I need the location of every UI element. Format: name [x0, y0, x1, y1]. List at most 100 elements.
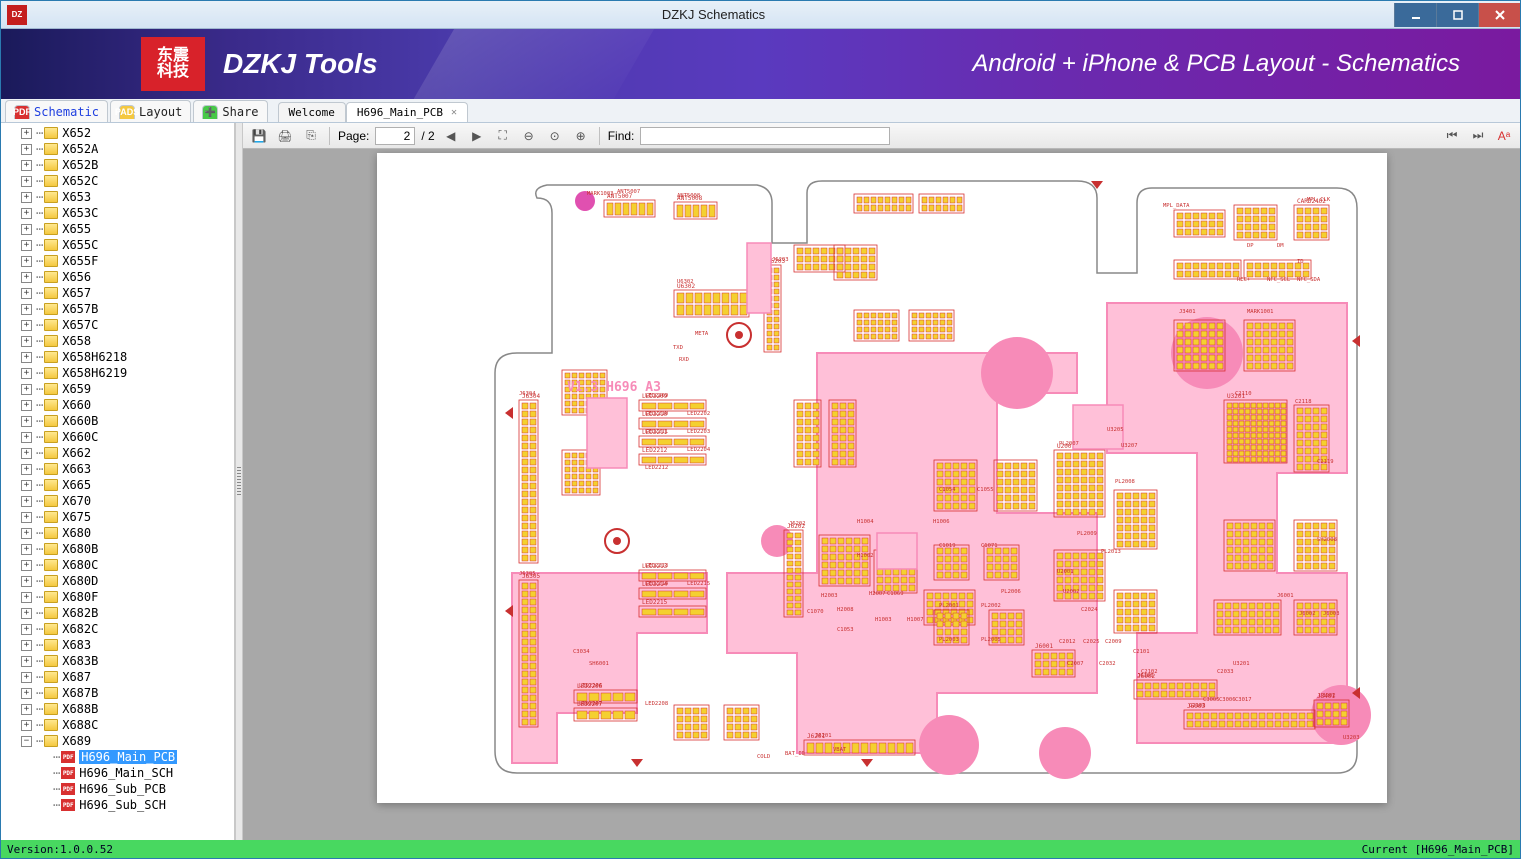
tree-folder[interactable]: ⋯X663 — [1, 461, 234, 477]
tree-folder[interactable]: ⋯X683 — [1, 637, 234, 653]
expand-icon[interactable] — [21, 464, 32, 475]
tree-folder[interactable]: ⋯X687B — [1, 685, 234, 701]
tree-folder[interactable]: ⋯X683B — [1, 653, 234, 669]
tree-file[interactable]: ⋯PDFH696_Main_SCH — [1, 765, 234, 781]
tree-folder[interactable]: ⋯X658H6219 — [1, 365, 234, 381]
tree-folder[interactable]: ⋯X675 — [1, 509, 234, 525]
main-tab-schematic[interactable]: PDFSchematic — [5, 100, 108, 122]
expand-icon[interactable] — [21, 720, 32, 731]
fit-page-icon[interactable]: ⛶ — [493, 126, 513, 146]
expand-icon[interactable] — [21, 144, 32, 155]
tree-folder[interactable]: ⋯X657B — [1, 301, 234, 317]
expand-icon[interactable] — [21, 448, 32, 459]
tree-file[interactable]: ⋯PDFH696_Sub_PCB — [1, 781, 234, 797]
zoom-reset-icon[interactable]: ⊙ — [545, 126, 565, 146]
expand-icon[interactable] — [21, 640, 32, 651]
tree-file[interactable]: ⋯PDFH696_Main_PCB — [1, 749, 234, 765]
tree-folder[interactable]: ⋯X688B — [1, 701, 234, 717]
expand-icon[interactable] — [21, 128, 32, 139]
prev-page-icon[interactable]: ◀ — [441, 126, 461, 146]
tree-folder[interactable]: ⋯X657 — [1, 285, 234, 301]
zoom-out-icon[interactable]: ⊖ — [519, 126, 539, 146]
tree-sidebar[interactable]: ⋯X652⋯X652A⋯X652B⋯X652C⋯X653⋯X653C⋯X655⋯… — [1, 123, 235, 840]
expand-icon[interactable] — [21, 624, 32, 635]
tree-folder[interactable]: ⋯X652 — [1, 125, 234, 141]
tree-folder[interactable]: ⋯X687 — [1, 669, 234, 685]
tree-folder[interactable]: ⋯X680D — [1, 573, 234, 589]
tree-folder[interactable]: ⋯X658 — [1, 333, 234, 349]
splitter[interactable] — [235, 123, 243, 840]
tree-folder[interactable]: ⋯X660C — [1, 429, 234, 445]
expand-icon[interactable] — [21, 160, 32, 171]
expand-icon[interactable] — [21, 400, 32, 411]
tree-folder[interactable]: ⋯X653 — [1, 189, 234, 205]
find-input[interactable] — [640, 127, 890, 145]
expand-icon[interactable] — [21, 560, 32, 571]
tree-folder[interactable]: ⋯X656 — [1, 269, 234, 285]
tree-folder[interactable]: ⋯X653C — [1, 205, 234, 221]
tree-folder[interactable]: ⋯X688C — [1, 717, 234, 733]
expand-icon[interactable] — [21, 544, 32, 555]
expand-icon[interactable] — [21, 352, 32, 363]
expand-icon[interactable] — [21, 240, 32, 251]
tree-folder[interactable]: ⋯X655 — [1, 221, 234, 237]
expand-icon[interactable] — [21, 224, 32, 235]
print-icon[interactable]: 🖨 — [275, 126, 295, 146]
expand-icon[interactable] — [21, 384, 32, 395]
canvas-scroll[interactable]: ANT5007ANT5008U6302J6203J6304J6305LED220… — [243, 149, 1520, 840]
expand-icon[interactable] — [21, 368, 32, 379]
main-tab-layout[interactable]: PADSLayout — [110, 100, 191, 122]
expand-icon[interactable] — [21, 416, 32, 427]
text-size-icon[interactable]: Aᵃ — [1494, 126, 1514, 146]
expand-icon[interactable] — [21, 512, 32, 523]
expand-icon[interactable] — [21, 480, 32, 491]
save-icon[interactable]: 💾 — [249, 126, 269, 146]
maximize-button[interactable] — [1436, 3, 1478, 27]
expand-icon[interactable] — [21, 576, 32, 587]
tree-folder[interactable]: ⋯X655F — [1, 253, 234, 269]
expand-icon[interactable] — [21, 208, 32, 219]
tree-folder[interactable]: ⋯X659 — [1, 381, 234, 397]
expand-icon[interactable] — [21, 256, 32, 267]
page-input[interactable] — [375, 127, 415, 145]
collapse-icon[interactable] — [21, 736, 32, 747]
tree-folder[interactable]: ⋯X680B — [1, 541, 234, 557]
minimize-button[interactable] — [1394, 3, 1436, 27]
tree-folder[interactable]: ⋯X660B — [1, 413, 234, 429]
zoom-in-icon[interactable]: ⊕ — [571, 126, 591, 146]
find-prev-icon[interactable]: ⏮ — [1442, 126, 1462, 146]
tree-folder[interactable]: ⋯X658H6218 — [1, 349, 234, 365]
tree-folder-expanded[interactable]: ⋯X689 — [1, 733, 234, 749]
expand-icon[interactable] — [21, 272, 32, 283]
main-tab-share[interactable]: ➕Share — [193, 100, 267, 122]
tab-close-icon[interactable]: ✕ — [451, 107, 457, 118]
expand-icon[interactable] — [21, 688, 32, 699]
tree-folder[interactable]: ⋯X660 — [1, 397, 234, 413]
tree-folder[interactable]: ⋯X665 — [1, 477, 234, 493]
tree-folder[interactable]: ⋯X657C — [1, 317, 234, 333]
expand-icon[interactable] — [21, 176, 32, 187]
doc-tab[interactable]: H696_Main_PCB✕ — [346, 102, 468, 122]
tree-folder[interactable]: ⋯X652A — [1, 141, 234, 157]
tree-folder[interactable]: ⋯X680C — [1, 557, 234, 573]
tree-folder[interactable]: ⋯X655C — [1, 237, 234, 253]
expand-icon[interactable] — [21, 496, 32, 507]
tree-folder[interactable]: ⋯X680F — [1, 589, 234, 605]
expand-icon[interactable] — [21, 704, 32, 715]
copy-icon[interactable]: ⎘ — [301, 126, 321, 146]
tree-folder[interactable]: ⋯X662 — [1, 445, 234, 461]
expand-icon[interactable] — [21, 320, 32, 331]
expand-icon[interactable] — [21, 304, 32, 315]
tree-folder[interactable]: ⋯X652C — [1, 173, 234, 189]
tree-folder[interactable]: ⋯X682C — [1, 621, 234, 637]
expand-icon[interactable] — [21, 336, 32, 347]
expand-icon[interactable] — [21, 672, 32, 683]
close-button[interactable] — [1478, 3, 1520, 27]
expand-icon[interactable] — [21, 608, 32, 619]
expand-icon[interactable] — [21, 192, 32, 203]
find-next-icon[interactable]: ⏭ — [1468, 126, 1488, 146]
pcb-layout[interactable]: ANT5007ANT5008U6302J6203J6304J6305LED220… — [377, 153, 1387, 803]
tree-folder[interactable]: ⋯X670 — [1, 493, 234, 509]
tree-folder[interactable]: ⋯X652B — [1, 157, 234, 173]
expand-icon[interactable] — [21, 288, 32, 299]
